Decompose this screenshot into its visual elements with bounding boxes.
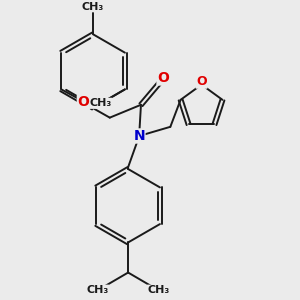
Text: CH₃: CH₃ — [148, 285, 170, 295]
Text: CH₃: CH₃ — [90, 98, 112, 108]
Text: N: N — [133, 129, 145, 143]
Text: CH₃: CH₃ — [86, 285, 109, 295]
Text: CH₃: CH₃ — [82, 2, 104, 12]
Text: O: O — [196, 75, 207, 88]
Text: O: O — [157, 71, 169, 85]
Text: O: O — [77, 95, 89, 109]
